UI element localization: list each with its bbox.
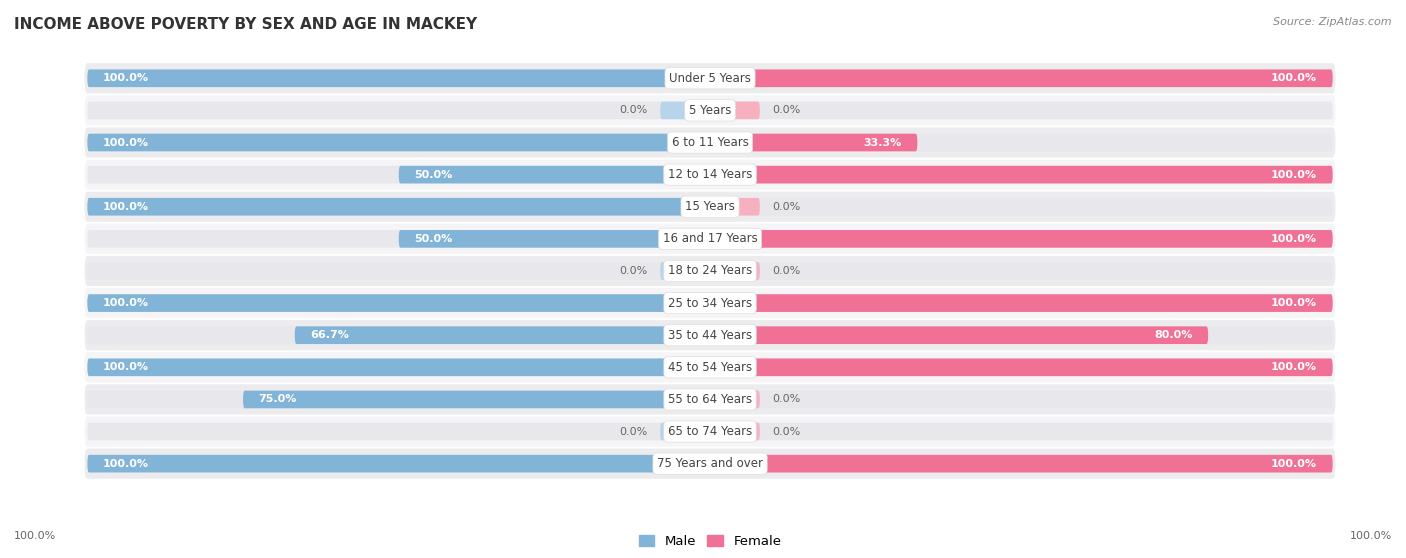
Text: 100.0%: 100.0%: [14, 531, 56, 541]
FancyBboxPatch shape: [87, 326, 1333, 344]
FancyBboxPatch shape: [710, 455, 1333, 473]
FancyBboxPatch shape: [87, 69, 1333, 87]
FancyBboxPatch shape: [87, 358, 1333, 376]
Text: 75.0%: 75.0%: [259, 395, 297, 405]
Text: 0.0%: 0.0%: [620, 105, 648, 116]
Text: 25 to 34 Years: 25 to 34 Years: [668, 297, 752, 310]
Text: 0.0%: 0.0%: [772, 426, 800, 436]
FancyBboxPatch shape: [710, 198, 759, 215]
Text: 100.0%: 100.0%: [103, 202, 149, 211]
FancyBboxPatch shape: [710, 230, 1333, 248]
Text: 50.0%: 50.0%: [415, 234, 453, 244]
Text: 6 to 11 Years: 6 to 11 Years: [672, 136, 748, 149]
Text: 0.0%: 0.0%: [620, 266, 648, 276]
Text: 33.3%: 33.3%: [863, 137, 901, 147]
FancyBboxPatch shape: [399, 230, 710, 248]
FancyBboxPatch shape: [84, 160, 1336, 190]
Text: 80.0%: 80.0%: [1154, 330, 1192, 340]
Text: 100.0%: 100.0%: [103, 137, 149, 147]
Text: 16 and 17 Years: 16 and 17 Years: [662, 232, 758, 246]
Text: 45 to 54 Years: 45 to 54 Years: [668, 361, 752, 374]
FancyBboxPatch shape: [84, 416, 1336, 446]
FancyBboxPatch shape: [710, 423, 759, 440]
Text: Source: ZipAtlas.com: Source: ZipAtlas.com: [1274, 17, 1392, 27]
FancyBboxPatch shape: [87, 358, 710, 376]
Text: 65 to 74 Years: 65 to 74 Years: [668, 425, 752, 438]
FancyBboxPatch shape: [710, 166, 1333, 184]
Text: 0.0%: 0.0%: [772, 105, 800, 116]
FancyBboxPatch shape: [87, 230, 1333, 248]
FancyBboxPatch shape: [710, 391, 759, 408]
FancyBboxPatch shape: [710, 358, 1333, 376]
Text: 100.0%: 100.0%: [103, 362, 149, 372]
Text: 75 Years and over: 75 Years and over: [657, 457, 763, 470]
Text: 100.0%: 100.0%: [103, 459, 149, 469]
FancyBboxPatch shape: [661, 102, 710, 119]
Text: 5 Years: 5 Years: [689, 104, 731, 117]
FancyBboxPatch shape: [84, 449, 1336, 479]
Text: 100.0%: 100.0%: [1271, 298, 1317, 308]
Text: 66.7%: 66.7%: [311, 330, 349, 340]
FancyBboxPatch shape: [710, 102, 759, 119]
FancyBboxPatch shape: [84, 352, 1336, 382]
Text: INCOME ABOVE POVERTY BY SEX AND AGE IN MACKEY: INCOME ABOVE POVERTY BY SEX AND AGE IN M…: [14, 17, 477, 32]
FancyBboxPatch shape: [84, 224, 1336, 254]
FancyBboxPatch shape: [84, 288, 1336, 318]
FancyBboxPatch shape: [84, 191, 1336, 222]
Legend: Male, Female: Male, Female: [633, 530, 787, 554]
Text: 100.0%: 100.0%: [103, 73, 149, 83]
FancyBboxPatch shape: [84, 256, 1336, 286]
FancyBboxPatch shape: [710, 69, 1333, 87]
FancyBboxPatch shape: [87, 294, 1333, 312]
Text: 0.0%: 0.0%: [772, 395, 800, 405]
Text: 100.0%: 100.0%: [103, 298, 149, 308]
FancyBboxPatch shape: [87, 198, 1333, 215]
Text: Under 5 Years: Under 5 Years: [669, 72, 751, 85]
FancyBboxPatch shape: [84, 63, 1336, 93]
FancyBboxPatch shape: [87, 455, 710, 473]
FancyBboxPatch shape: [87, 134, 710, 151]
Text: 0.0%: 0.0%: [620, 426, 648, 436]
Text: 50.0%: 50.0%: [415, 170, 453, 180]
FancyBboxPatch shape: [84, 384, 1336, 415]
FancyBboxPatch shape: [87, 423, 1333, 440]
Text: 0.0%: 0.0%: [772, 202, 800, 211]
Text: 55 to 64 Years: 55 to 64 Years: [668, 393, 752, 406]
FancyBboxPatch shape: [710, 326, 1208, 344]
FancyBboxPatch shape: [87, 294, 710, 312]
Text: 15 Years: 15 Years: [685, 200, 735, 213]
FancyBboxPatch shape: [710, 294, 1333, 312]
FancyBboxPatch shape: [399, 166, 710, 184]
FancyBboxPatch shape: [295, 326, 710, 344]
FancyBboxPatch shape: [84, 127, 1336, 157]
Text: 18 to 24 Years: 18 to 24 Years: [668, 264, 752, 277]
FancyBboxPatch shape: [661, 262, 710, 280]
FancyBboxPatch shape: [87, 391, 1333, 408]
Text: 12 to 14 Years: 12 to 14 Years: [668, 168, 752, 181]
FancyBboxPatch shape: [87, 198, 710, 215]
Text: 100.0%: 100.0%: [1271, 362, 1317, 372]
FancyBboxPatch shape: [710, 134, 917, 151]
FancyBboxPatch shape: [661, 423, 710, 440]
Text: 0.0%: 0.0%: [772, 266, 800, 276]
Text: 35 to 44 Years: 35 to 44 Years: [668, 329, 752, 341]
Text: 100.0%: 100.0%: [1271, 170, 1317, 180]
FancyBboxPatch shape: [87, 455, 1333, 473]
FancyBboxPatch shape: [87, 166, 1333, 184]
FancyBboxPatch shape: [87, 69, 710, 87]
FancyBboxPatch shape: [243, 391, 710, 408]
FancyBboxPatch shape: [84, 95, 1336, 126]
Text: 100.0%: 100.0%: [1271, 459, 1317, 469]
Text: 100.0%: 100.0%: [1271, 73, 1317, 83]
FancyBboxPatch shape: [87, 134, 1333, 151]
FancyBboxPatch shape: [87, 262, 1333, 280]
FancyBboxPatch shape: [710, 262, 759, 280]
FancyBboxPatch shape: [87, 102, 1333, 119]
FancyBboxPatch shape: [84, 320, 1336, 350]
Text: 100.0%: 100.0%: [1271, 234, 1317, 244]
Text: 100.0%: 100.0%: [1350, 531, 1392, 541]
